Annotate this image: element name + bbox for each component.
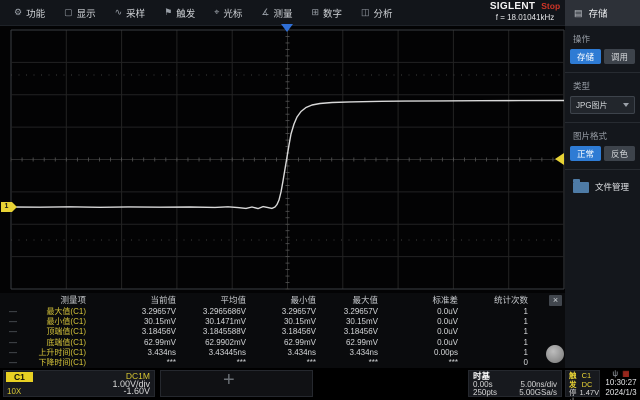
channel1-coupling: DC1M	[125, 371, 150, 381]
siglent-logo: SIGLENT	[489, 1, 536, 12]
table-row[interactable]: — 最大值(C1) 3.29657V 3.2965686V 3.29657V 3…	[0, 306, 565, 316]
add-channel-box[interactable]: +	[160, 369, 313, 397]
channel1-trace	[10, 99, 565, 210]
measurement-header: 测量项 当前值 平均值 最小值 最大值 标准差 统计次数	[0, 293, 565, 306]
sidebar-title: 存储	[588, 9, 608, 20]
col-current: 当前值	[150, 294, 176, 305]
divider	[565, 72, 640, 73]
clock-date: 2024/1/3	[605, 388, 637, 397]
row-dash: —	[9, 316, 17, 326]
display-icon: ▢	[64, 7, 73, 17]
waveform-display: 1	[0, 24, 565, 293]
trigger-level-marker[interactable]	[555, 153, 564, 165]
row-dash: —	[9, 327, 17, 337]
usb-icon: ψ	[612, 369, 619, 378]
graticule	[10, 29, 565, 290]
save-button[interactable]: 存储	[570, 49, 601, 64]
file-type-value: JPG图片	[576, 100, 608, 110]
format-invert-button[interactable]: 反色	[604, 146, 635, 161]
col-count: 统计次数	[493, 294, 528, 305]
table-row[interactable]: — 下降时间(C1) *** *** *** *** *** 0	[0, 357, 565, 367]
operation-label: 操作	[573, 34, 591, 44]
col-stddev: 标准差	[432, 294, 458, 305]
file-type-select[interactable]: JPG图片	[570, 96, 635, 114]
sidebar-header: ▤ 存储	[565, 0, 640, 26]
col-max: 最大值	[352, 294, 378, 305]
trigger-level: 1.47V	[579, 388, 600, 397]
folder-icon	[573, 179, 589, 193]
plus-icon: +	[223, 369, 235, 391]
timebase-delay: 0.00s	[473, 379, 493, 389]
measurement-panel: 测量项 当前值 平均值 最小值 最大值 标准差 统计次数 — 最大值(C1) 3…	[0, 293, 565, 368]
menu-item-digital[interactable]: ⊞ 数字	[311, 7, 343, 20]
col-min: 最小值	[290, 294, 316, 305]
timebase-scale: 5.00ns/div	[520, 379, 557, 389]
brand-block: SIGLENT Stop f = 18.01041kHz	[488, 1, 562, 22]
trigger-title: 触发	[569, 371, 577, 389]
channel1-offset-marker[interactable]: 1	[1, 202, 17, 212]
chevron-down-icon	[623, 103, 629, 107]
trigger-source: C1 DC	[581, 371, 593, 389]
channel1-scale: 1.00V/div	[112, 379, 150, 389]
storage-icon: ▤	[574, 7, 583, 18]
col-item: 测量项	[60, 294, 86, 305]
menu-item-utility[interactable]: ⚙ 功能	[14, 7, 46, 20]
cursor-icon: ⌖	[214, 7, 220, 17]
clock-panel: ψ ▦ 10:30:27 2024/1/3	[602, 368, 640, 400]
format-normal-button[interactable]: 正常	[570, 146, 601, 161]
flag-icon: ⚑	[164, 7, 173, 17]
digital-icon: ⊞	[311, 7, 320, 17]
acquisition-status: Stop	[541, 1, 561, 11]
trigger-position-marker[interactable]	[281, 24, 293, 32]
sample-rate: 5.00GSa/s	[519, 388, 557, 397]
storage-sidebar: ▤ 存储 操作 存储 调用 类型 JPG图片 图片格式 正常 反色 文件管理	[565, 0, 640, 368]
file-manager-label: 文件管理	[595, 181, 630, 192]
frequency-readout: f = 18.01041kHz	[495, 13, 555, 22]
channel1-descriptor[interactable]: C1 DC1M 1.00V/div 10X -1.60V	[3, 370, 155, 397]
divider	[565, 169, 640, 170]
menu-item-acquire[interactable]: ∿ 采样	[114, 7, 146, 20]
status-bar: C1 DC1M 1.00V/div 10X -1.60V + 时基 0.00s 5…	[0, 368, 640, 400]
channel1-probe: 10X	[7, 387, 22, 396]
menu-item-display[interactable]: ▢ 显示	[64, 7, 96, 20]
channel1-offset: -1.60V	[123, 386, 150, 396]
table-row[interactable]: — 上升时间(C1) 3.434ns 3.43445ns 3.434ns 3.4…	[0, 347, 565, 357]
menu-item-measure[interactable]: ∡ 测量	[261, 7, 293, 20]
measure-icon: ∡	[261, 7, 270, 17]
drag-handle[interactable]	[546, 345, 564, 363]
row-dash: —	[9, 358, 17, 368]
table-row[interactable]: — 底端值(C1) 62.99mV 62.9902mV 62.99mV 62.9…	[0, 337, 565, 347]
row-dash: —	[9, 347, 17, 357]
timebase-descriptor[interactable]: 时基 0.00s 5.00ns/div 250pts 5.00GSa/s	[468, 370, 562, 397]
timebase-title: 时基	[473, 371, 491, 381]
row-dash: —	[9, 306, 17, 316]
menu-item-analysis[interactable]: ◫ 分析	[361, 7, 393, 20]
timebase-points: 250pts	[473, 388, 498, 397]
channel1-badge: C1	[6, 372, 33, 382]
recall-button[interactable]: 调用	[604, 49, 635, 64]
analysis-icon: ◫	[361, 7, 370, 17]
type-label: 类型	[573, 81, 591, 91]
col-mean: 平均值	[220, 294, 246, 305]
channel1-offset-arrow-icon	[12, 202, 17, 212]
close-icon[interactable]: ×	[549, 295, 562, 306]
table-row[interactable]: — 顶端值(C1) 3.18456V 3.1845588V 3.18456V 3…	[0, 327, 565, 337]
gear-icon: ⚙	[14, 7, 23, 17]
file-manager-button[interactable]: 文件管理	[573, 179, 632, 193]
clock-time: 10:30:27	[605, 378, 637, 387]
table-row[interactable]: — 最小值(C1) 30.15mV 30.1471mV 30.15mV 30.1…	[0, 316, 565, 326]
lan-icon: ▦	[622, 369, 630, 378]
channel1-offset-label: 1	[1, 202, 12, 212]
image-format-label: 图片格式	[573, 131, 608, 141]
menu-item-trigger[interactable]: ⚑ 触发	[164, 7, 196, 20]
sample-icon: ∿	[114, 7, 123, 17]
menu-bar: ⚙ 功能 ▢ 显示 ∿ 采样 ⚑ 触发 ⌖ 光标 ∡ 测量 ⊞ 数字 ◫ 分析 SIGLENT …	[0, 0, 565, 26]
row-dash: —	[9, 337, 17, 347]
divider	[565, 122, 640, 123]
trigger-status: 停止	[569, 388, 577, 400]
menu-item-cursor[interactable]: ⌖ 光标	[214, 7, 243, 20]
